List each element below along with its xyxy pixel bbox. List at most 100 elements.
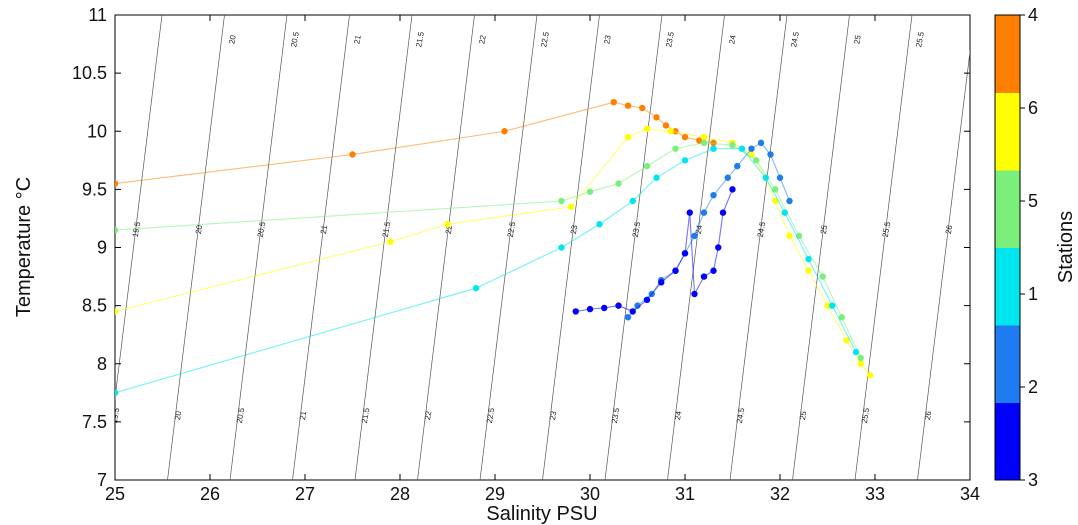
data-point (387, 238, 393, 244)
data-point (672, 145, 678, 151)
data-point (701, 209, 707, 215)
data-point (820, 273, 826, 279)
data-point (691, 291, 697, 297)
data-point (729, 186, 735, 192)
y-tick-label: 11 (88, 5, 107, 25)
data-point (639, 105, 645, 111)
data-point (473, 285, 479, 291)
colorbar-segment (995, 93, 1020, 171)
x-tick-label: 28 (390, 484, 410, 504)
data-point (853, 349, 859, 355)
data-point (601, 305, 607, 311)
data-point (573, 308, 579, 314)
y-tick-label: 8.5 (82, 296, 107, 316)
x-tick-label: 27 (295, 484, 315, 504)
data-point (653, 175, 659, 181)
y-tick-label: 10.5 (72, 63, 107, 83)
data-point (558, 244, 564, 250)
data-point (767, 151, 773, 157)
x-tick-label: 34 (960, 484, 980, 504)
data-point (687, 209, 693, 215)
colorbar-tick-label: 5 (1028, 191, 1038, 211)
data-point (763, 175, 769, 181)
colorbar-tick-label: 1 (1028, 284, 1038, 304)
colorbar-segment (995, 403, 1020, 481)
data-point (739, 145, 745, 151)
data-point (625, 314, 631, 320)
colorbar-tick-label: 3 (1028, 470, 1038, 490)
colorbar: 3 2 1 5 6 4 (995, 5, 1038, 490)
data-point (663, 122, 669, 128)
x-tick-label: 33 (865, 484, 885, 504)
x-tick-label: 26 (200, 484, 220, 504)
data-point (625, 102, 631, 108)
colorbar-segment (995, 15, 1020, 93)
data-point (701, 140, 707, 146)
data-point (782, 209, 788, 215)
y-tick-label: 9.5 (82, 179, 107, 199)
data-point (596, 221, 602, 227)
data-point (112, 227, 118, 233)
data-point (867, 372, 873, 378)
x-tick-label: 29 (485, 484, 505, 504)
data-point (805, 256, 811, 262)
data-point (748, 145, 754, 151)
y-tick-label: 9 (97, 238, 107, 258)
data-point (587, 306, 593, 312)
data-point (644, 126, 650, 132)
colorbar-segment (995, 325, 1020, 403)
isopycnal-label: 26 (977, 34, 988, 45)
data-point (644, 163, 650, 169)
data-point (710, 192, 716, 198)
data-point (630, 308, 636, 314)
data-point (701, 273, 707, 279)
data-point (734, 163, 740, 169)
colorbar-tick-label: 2 (1028, 377, 1038, 397)
data-point (558, 198, 564, 204)
data-point (682, 157, 688, 163)
y-tick-label: 7 (97, 470, 107, 490)
data-point (858, 361, 864, 367)
data-point (786, 198, 792, 204)
colorbar-segment (995, 170, 1020, 248)
data-point (112, 180, 118, 186)
y-axis-title: Temperature °C (13, 177, 35, 317)
colorbar-tick-label: 4 (1028, 5, 1038, 25)
colorbar-title: Stations (1055, 211, 1077, 283)
data-point (668, 128, 674, 134)
data-point (729, 142, 735, 148)
data-point (644, 297, 650, 303)
data-point (587, 189, 593, 195)
data-point (710, 140, 716, 146)
x-axis-title: Salinity PSU (486, 503, 597, 525)
data-point (701, 134, 707, 140)
x-tick-label: 25 (105, 484, 125, 504)
data-point (568, 204, 574, 210)
data-point (349, 151, 355, 157)
data-point (444, 221, 450, 227)
data-point (758, 140, 764, 146)
data-point (786, 233, 792, 239)
data-point (653, 114, 659, 120)
data-point (715, 244, 721, 250)
data-point (710, 268, 716, 274)
data-point (625, 134, 631, 140)
data-point (658, 279, 664, 285)
data-point (682, 134, 688, 140)
y-tick-label: 10 (87, 121, 107, 141)
x-tick-label: 32 (770, 484, 790, 504)
data-point (615, 180, 621, 186)
data-point (672, 268, 678, 274)
colorbar-segment (995, 248, 1020, 326)
data-point (112, 308, 118, 314)
data-point (682, 250, 688, 256)
x-tick-label: 31 (675, 484, 695, 504)
data-point (615, 302, 621, 308)
data-point (691, 233, 697, 239)
data-point (829, 302, 835, 308)
data-point (501, 128, 507, 134)
data-point (720, 209, 726, 215)
y-tick-label: 7.5 (82, 412, 107, 432)
